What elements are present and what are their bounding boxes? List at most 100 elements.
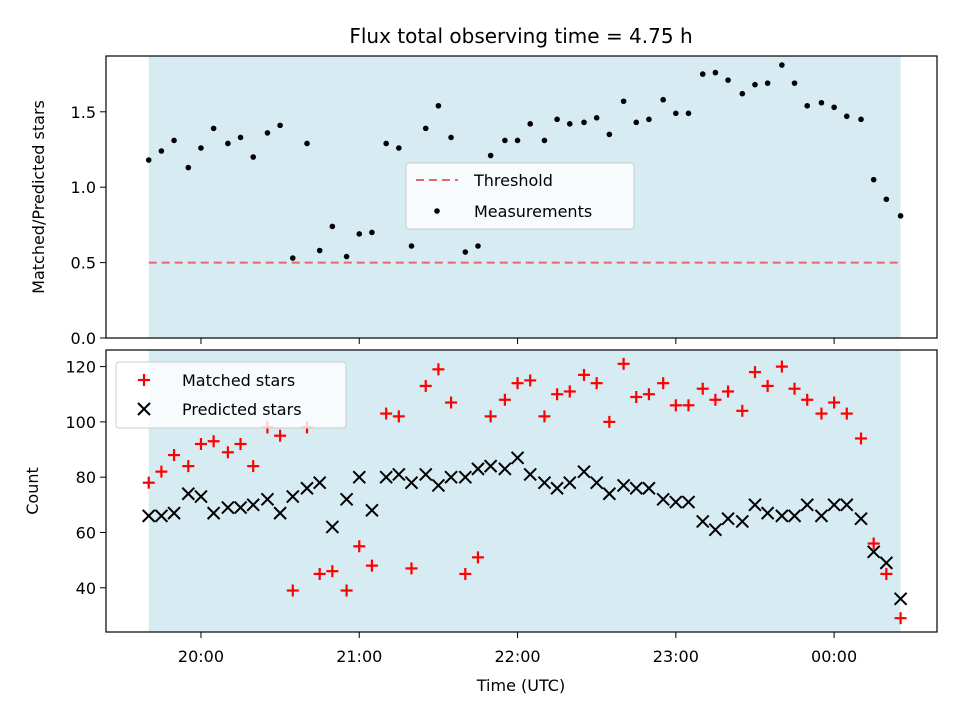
measurement-point [304,140,310,147]
matched-star-point [722,385,735,398]
measurement-point [699,71,706,77]
predicted-star-point [577,464,591,479]
predicted-star-point [550,481,564,495]
bottom-legend-box [115,361,347,429]
predicted-star-point [642,481,656,495]
matched-star-point [419,379,432,392]
x-tick-label: 20:00 [178,647,224,666]
matched-star-point [405,562,418,575]
predicted-star-point [629,481,643,495]
measurement-point [554,116,560,123]
measurement-point [356,231,363,237]
predicted-star-point [537,475,552,490]
measurement-point [527,121,534,127]
predicted-star-point [483,459,498,473]
predicted-star-point [879,556,894,570]
measurement-point [462,249,469,255]
predicted-star-point [167,506,181,520]
predicted-star-point [458,470,473,484]
matched-star-point [168,449,181,462]
predicted-star-point [419,467,433,482]
measurement-point [673,110,679,117]
matched-star-point [867,537,880,550]
matched-star-point [736,404,749,417]
measurement-point [329,223,336,230]
matched-star-point [207,435,220,448]
measurement-point [383,140,389,147]
predicted-star-point [708,522,723,537]
predicted-star-point [681,495,696,509]
measurement-point [779,62,785,68]
predicted-stars-points [142,451,908,606]
matched-star-point [221,446,234,459]
top-axes-frame [105,55,938,339]
chart-title: Flux total observing time = 4.75 h [349,24,692,48]
predicted-star-point [563,475,577,490]
measurement-point [264,130,271,136]
matched-star-point [432,363,445,376]
bottom-y-tick-label: 40 [76,579,96,598]
predicted-star-point [748,498,762,512]
measurement-point [237,134,244,141]
x-tick-label: 21:00 [336,647,382,666]
predicted-star-point [142,509,156,523]
matched-star-point [392,410,405,423]
predicted-star-point [260,492,275,507]
measurement-point [316,247,323,254]
predicted-star-point [352,470,366,484]
bottom-y-tick-label: 80 [76,468,96,487]
matched-star-point [894,612,907,625]
measurement-point [448,134,454,141]
measurement-point [225,140,231,147]
top-y-tick-label: 0.0 [71,329,96,348]
matched-star-point [788,382,801,395]
measurement-point [396,145,402,151]
predicted-star-point [312,475,327,490]
legend-predicted-label: Predicted stars [182,400,302,419]
matched-star-point [669,399,682,412]
measurement-point [725,77,731,83]
measurement-point [581,119,587,126]
measurement-point [185,164,192,171]
predicted-star-point [510,451,525,465]
top-y-tick-label: 1.5 [71,103,96,122]
measurement-point [633,119,640,126]
measurement-point [408,243,415,249]
legend-predicted-swatch [137,402,151,416]
predicted-star-point [656,492,670,507]
predicted-star-point [893,592,908,606]
legend-matched-label: Matched stars [182,371,295,390]
matched-star-point [603,415,616,428]
bottom-y-tick-label: 100 [65,413,96,432]
matched-star-point [484,410,497,423]
matched-star-point [538,410,551,423]
measurement-point [435,102,442,109]
measurement-point [566,121,573,127]
matched-star-point [234,438,247,450]
matched-star-point [709,393,722,406]
predicted-star-point [246,498,260,512]
matched-star-point [155,465,168,478]
top-panel: 0.0 0.5 1.0 1.5 Matched/Predicted stars Thr… [29,55,938,348]
top-y-axis-label: Matched/Predicted stars [29,100,48,294]
bottom-x-ticks: 20:00 21:00 22:00 23:00 00:00 [178,632,857,666]
measurement-point [171,137,177,144]
predicted-star-point [181,487,196,501]
matched-star-point [642,388,655,401]
measurement-point [858,116,864,123]
matched-star-point [182,460,195,473]
measurement-point [897,213,904,219]
predicted-star-point [866,545,881,559]
measurement-point [514,137,521,144]
measurement-point [764,80,771,86]
predicted-star-point [602,487,617,501]
top-legend: Threshold Measurements [405,162,635,230]
matched-star-point [380,407,393,420]
legend-threshold-label: Threshold [473,171,553,190]
bottom-y-tick-label: 60 [76,523,96,542]
measurement-point [739,90,746,97]
predicted-star-point [775,509,789,523]
measurement-point [277,122,283,129]
measurement-point [593,115,600,121]
